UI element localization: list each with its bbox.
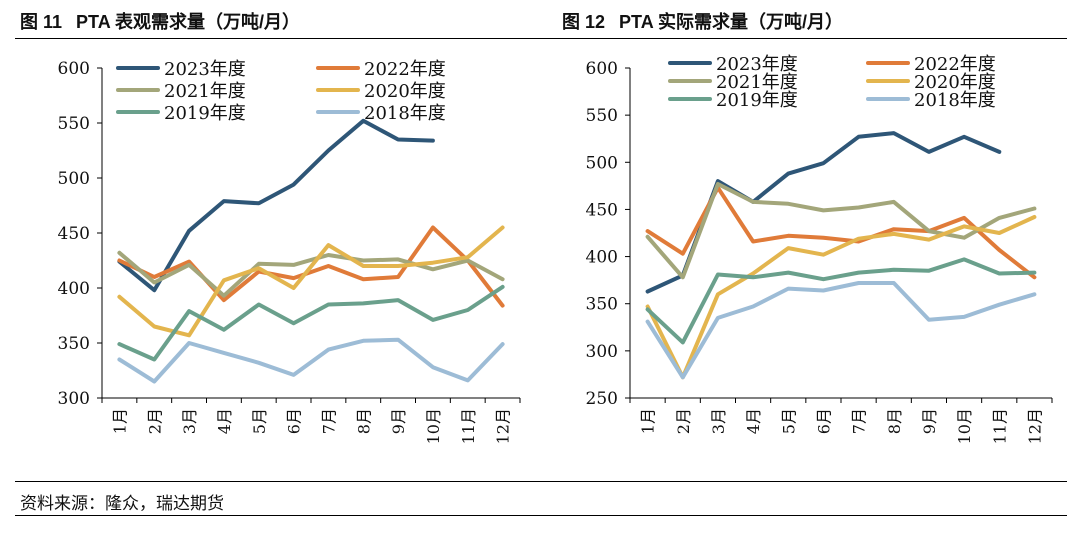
x-tick-label: 10月 — [955, 408, 974, 444]
right-line-chart: 250 300 350 400 450 500 550 600 1月 2月 3月 4月 5月 6月 7月 8月… — [586, 54, 1053, 444]
y-tick-label: 600 — [586, 59, 618, 79]
x-tick-label: 6月 — [814, 408, 833, 434]
y-tick-label: 500 — [58, 169, 90, 189]
x-tick-label: 4月 — [744, 408, 763, 434]
x-tick-label: 12月 — [494, 408, 513, 444]
legend-label: 2023年度 — [164, 59, 246, 80]
legend-label: 2023年度 — [716, 54, 798, 75]
x-tick-label: 8月 — [354, 408, 373, 434]
left-figure-number: 图 11 — [20, 12, 63, 32]
x-tick-label: 3月 — [709, 408, 728, 434]
top-rule — [15, 38, 1067, 39]
series-line — [117, 250, 505, 298]
y-tick-label: 350 — [586, 295, 618, 315]
legend-label: 2018年度 — [914, 90, 996, 111]
x-tick-label: 9月 — [389, 408, 408, 434]
x-tick-label: 2月 — [145, 408, 164, 434]
legend-label: 2020年度 — [914, 72, 996, 93]
series-line — [117, 284, 505, 362]
y-tick-label: 550 — [586, 106, 618, 126]
series-line — [645, 281, 1037, 380]
x-tick-label: 4月 — [215, 408, 234, 434]
y-tick-label: 350 — [58, 334, 90, 354]
series-line — [645, 182, 1037, 280]
right-chart-title: 图 12 PTA 实际需求量（万吨/月） — [562, 8, 843, 34]
x-tick-label: 9月 — [920, 408, 939, 434]
series-line — [645, 215, 1037, 380]
left-line-chart: 300 350 400 450 500 550 600 1月 2月 3月 4月 5月 6月 7月 8月 9月 1… — [58, 59, 521, 444]
legend-label: 2021年度 — [716, 72, 798, 93]
y-tick-label: 400 — [586, 248, 618, 268]
middle-rule — [15, 481, 1067, 482]
series-line — [117, 337, 505, 384]
legend-label: 2022年度 — [364, 59, 446, 80]
y-tick-label: 450 — [58, 224, 90, 244]
y-tick-label: 600 — [58, 59, 90, 79]
y-tick-label: 300 — [586, 342, 618, 362]
x-tick-label: 8月 — [885, 408, 904, 434]
series-line — [117, 118, 435, 293]
x-tick-label: 7月 — [850, 408, 869, 434]
x-tick-label: 11月 — [459, 408, 478, 444]
legend-label: 2021年度 — [164, 81, 246, 102]
y-tick-label: 300 — [58, 389, 90, 409]
left-chart-title: 图 11 PTA 表观需求量（万吨/月） — [20, 8, 300, 34]
y-tick-label: 250 — [586, 389, 618, 409]
right-figure-caption: PTA 实际需求量（万吨/月） — [619, 12, 844, 32]
x-tick-label: 3月 — [180, 408, 199, 434]
series-line — [117, 225, 505, 338]
bottom-rule — [15, 515, 1067, 516]
x-tick-label: 1月 — [639, 408, 658, 434]
legend-label: 2020年度 — [364, 81, 446, 102]
y-tick-label: 500 — [586, 153, 618, 173]
x-tick-label: 6月 — [285, 408, 304, 434]
x-tick-label: 2月 — [674, 408, 693, 434]
legend-label: 2019年度 — [164, 103, 246, 124]
source-note: 资料来源：隆众，瑞达期货 — [20, 494, 224, 514]
x-tick-label: 10月 — [424, 408, 443, 444]
y-tick-label: 450 — [586, 200, 618, 220]
x-tick-label: 5月 — [779, 408, 798, 434]
x-tick-label: 12月 — [1025, 408, 1044, 444]
y-tick-label: 550 — [58, 114, 90, 134]
left-figure-caption: PTA 表观需求量（万吨/月） — [76, 12, 301, 32]
x-tick-label: 5月 — [250, 408, 269, 434]
y-tick-label: 400 — [58, 279, 90, 299]
series-line — [117, 225, 505, 308]
x-tick-label: 1月 — [110, 408, 129, 434]
legend-label: 2019年度 — [716, 90, 798, 111]
x-tick-label: 7月 — [319, 408, 338, 434]
legend-label: 2018年度 — [364, 103, 446, 124]
legend-label: 2022年度 — [914, 54, 996, 75]
x-tick-label: 11月 — [990, 408, 1009, 444]
series-line — [645, 257, 1037, 345]
right-figure-number: 图 12 — [562, 12, 606, 32]
